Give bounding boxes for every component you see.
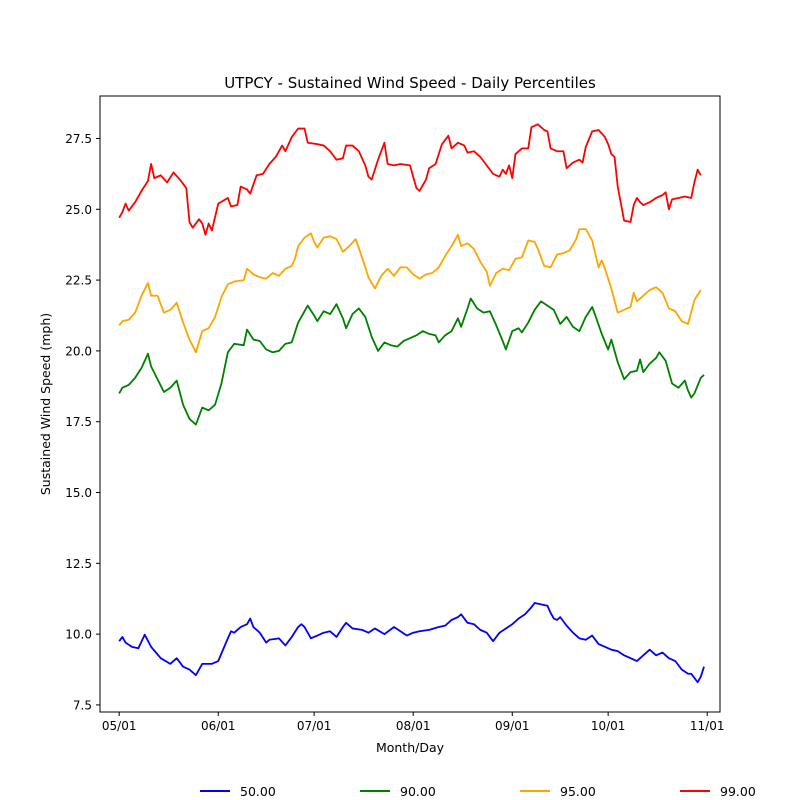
chart-title: UTPCY - Sustained Wind Speed - Daily Per… xyxy=(224,74,596,92)
series-line-99-00 xyxy=(118,123,702,236)
series-layer xyxy=(118,123,705,684)
y-axis: 7.5 10.0 12.5 15.0 17.5 20.0 22.5 25.0 27.5 xyxy=(65,132,100,712)
y-tick-label: 27.5 xyxy=(65,132,92,146)
series-line-50-00 xyxy=(118,602,705,684)
x-axis-label: Month/Day xyxy=(376,740,445,755)
y-tick-label: 12.5 xyxy=(65,557,92,571)
x-tick-label: 09/01 xyxy=(495,719,530,733)
legend-label: 90.00 xyxy=(400,784,436,799)
y-tick-label: 15.0 xyxy=(65,486,92,500)
y-tick-label: 20.0 xyxy=(65,344,92,358)
y-tick-label: 7.5 xyxy=(73,698,92,712)
y-tick-label: 25.0 xyxy=(65,203,92,217)
y-tick-label: 22.5 xyxy=(65,274,92,288)
y-axis-label: Sustained Wind Speed (mph) xyxy=(38,313,53,495)
y-tick-label: 17.5 xyxy=(65,415,92,429)
series-line-95-00 xyxy=(118,228,702,354)
x-tick-label: 11/01 xyxy=(690,719,725,733)
series-line-90-00 xyxy=(118,297,705,426)
x-tick-label: 10/01 xyxy=(591,719,626,733)
x-tick-label: 08/01 xyxy=(396,719,431,733)
x-tick-label: 05/01 xyxy=(102,719,137,733)
x-axis: 05/01 06/01 07/01 08/01 09/01 10/01 11/01 xyxy=(102,712,725,733)
legend-label: 50.00 xyxy=(240,784,276,799)
x-tick-label: 07/01 xyxy=(297,719,332,733)
x-tick-label: 06/01 xyxy=(201,719,236,733)
legend-label: 99.00 xyxy=(720,784,756,799)
legend-label: 95.00 xyxy=(560,784,596,799)
y-tick-label: 10.0 xyxy=(65,628,92,642)
plot-frame xyxy=(99,95,721,713)
legend: 50.00 90.00 95.00 99.00 xyxy=(200,784,756,799)
